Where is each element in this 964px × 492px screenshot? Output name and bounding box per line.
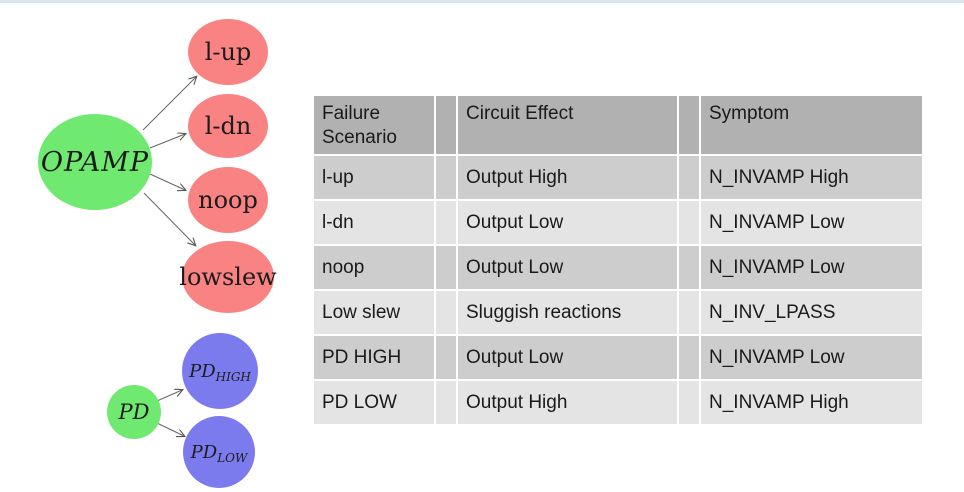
node-l-dn-label: l-dn [205, 112, 252, 140]
table-row-cell-effect: Output Low [458, 336, 677, 379]
edge-opamp-ldn [149, 134, 185, 149]
table-row-spacer [679, 291, 699, 334]
table-row-cell-effect: Sluggish reactions [458, 291, 677, 334]
col-header-circuit-effect: Circuit Effect [458, 96, 677, 154]
node-l-up-label: l-up [205, 38, 252, 66]
table-row-spacer [436, 201, 456, 244]
fault-tree-diagram: OPAMP l-up l-dn noop lowslew PD PDHIGH P… [38, 19, 277, 488]
table-row-cell-symptom: N_INVAMP Low [701, 336, 922, 379]
table-row-cell-failure: Low slew [314, 291, 434, 334]
table-row-cell-effect: Output High [458, 156, 677, 199]
node-pd-low [183, 416, 255, 488]
table-row-spacer [679, 381, 699, 424]
table-row-spacer [436, 381, 456, 424]
node-pd-low-sub: LOW [216, 451, 249, 465]
node-pd-high [182, 333, 258, 409]
pd-tree-edges [156, 390, 184, 436]
node-pd-low-base: PD [190, 442, 218, 463]
table-row-cell-failure: noop [314, 246, 434, 289]
node-pd [107, 385, 161, 439]
failure-scenario-table: Failure Scenario Circuit Effect Symptom … [314, 96, 922, 424]
node-noop-label: noop [198, 186, 258, 214]
table-row-cell-symptom: N_INVAMP High [701, 381, 922, 424]
node-lowslew [182, 241, 274, 313]
table-row-cell-failure: PD LOW [314, 381, 434, 424]
edge-opamp-lup [142, 77, 196, 131]
table-row-spacer [679, 336, 699, 379]
opamp-tree-nodes: OPAMP l-up l-dn noop lowslew [38, 19, 277, 313]
table-row-spacer [679, 156, 699, 199]
col-header-failure-scenario: Failure Scenario [314, 96, 434, 154]
node-l-up [188, 19, 268, 85]
top-accent-line [0, 0, 964, 3]
table-row-cell-effect: Output High [458, 381, 677, 424]
edge-pd-pdlow [156, 422, 184, 436]
edge-opamp-lowslew [143, 192, 195, 245]
node-l-dn [188, 94, 268, 158]
table-row-cell-failure: PD HIGH [314, 336, 434, 379]
node-pd-low-label: PDLOW [190, 442, 249, 465]
table-row-cell-symptom: N_INVAMP High [701, 156, 922, 199]
opamp-tree-edges [142, 77, 196, 245]
node-pd-high-label: PDHIGH [188, 361, 251, 384]
table-row-cell-symptom: N_INVAMP Low [701, 246, 922, 289]
table-row-cell-symptom: N_INVAMP Low [701, 201, 922, 244]
node-pd-high-base: PD [188, 361, 216, 382]
table-row-spacer [436, 246, 456, 289]
table-row-cell-symptom: N_INV_LPASS [701, 291, 922, 334]
table-row-spacer [679, 201, 699, 244]
node-pd-high-sub: HIGH [215, 370, 252, 384]
table-row-cell-effect: Output Low [458, 201, 677, 244]
table-row-cell-effect: Output Low [458, 246, 677, 289]
col-header-symptom: Symptom [701, 96, 922, 154]
table-row-spacer [679, 246, 699, 289]
table-row-cell-failure: l-dn [314, 201, 434, 244]
node-lowslew-label: lowslew [179, 263, 277, 291]
edge-opamp-noop [149, 173, 185, 190]
header-spacer-2 [679, 96, 699, 154]
header-spacer-1 [436, 96, 456, 154]
table-row-spacer [436, 156, 456, 199]
table-row-spacer [436, 291, 456, 334]
table-row-spacer [436, 336, 456, 379]
edge-pd-pdhigh [156, 390, 182, 402]
pd-tree-nodes: PD PDHIGH PDLOW [107, 333, 258, 488]
table-row-cell-failure: l-up [314, 156, 434, 199]
node-pd-label: PD [118, 400, 150, 424]
node-opamp-label: OPAMP [41, 147, 149, 178]
node-noop [188, 167, 268, 233]
node-opamp [38, 114, 152, 210]
